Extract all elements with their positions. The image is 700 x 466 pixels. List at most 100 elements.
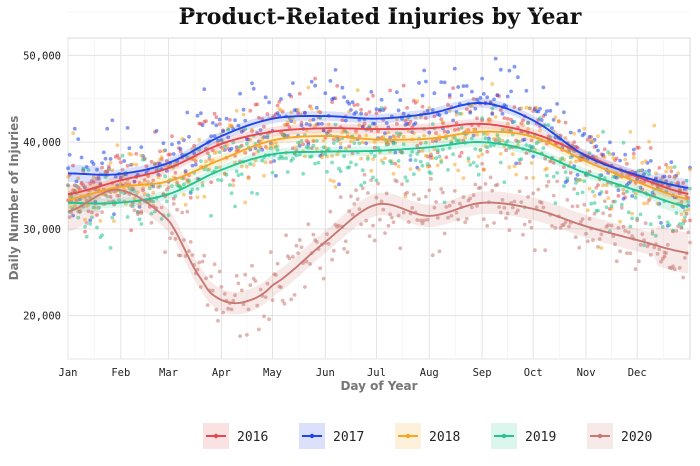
data-point-2017	[659, 221, 663, 225]
data-point-2019	[674, 211, 679, 215]
data-point-2017	[350, 100, 355, 104]
data-point-2016	[291, 146, 295, 151]
data-point-2019	[187, 178, 191, 183]
data-point-2017	[451, 118, 455, 123]
data-point-2017	[635, 177, 640, 182]
data-point-2020	[321, 276, 326, 281]
data-point-2018	[454, 113, 459, 117]
data-point-2016	[364, 112, 369, 116]
data-point-2020	[306, 222, 311, 227]
data-point-2020	[543, 248, 548, 253]
data-point-2016	[439, 117, 444, 121]
data-point-2017	[321, 128, 326, 133]
data-point-2019	[648, 222, 653, 227]
data-point-2019	[483, 136, 488, 141]
data-point-2020	[364, 218, 369, 223]
data-point-2020	[655, 251, 660, 256]
data-point-2018	[686, 207, 691, 212]
data-point-2016	[251, 152, 256, 157]
data-point-2020	[601, 211, 605, 216]
data-point-2018	[665, 165, 670, 170]
data-point-2017	[108, 157, 113, 161]
data-point-2017	[238, 91, 243, 96]
legend-label: 2017	[333, 430, 364, 445]
data-point-2019	[359, 183, 363, 188]
data-point-2018	[231, 183, 236, 188]
data-point-2019	[683, 215, 687, 220]
data-point-2017	[401, 111, 406, 116]
data-point-2017	[72, 126, 77, 131]
data-point-2018	[364, 133, 369, 138]
data-point-2020	[120, 167, 125, 172]
data-point-2020	[536, 187, 541, 192]
data-point-2016	[313, 76, 317, 81]
data-point-2020	[630, 234, 634, 239]
smooth-line-2020	[67, 188, 689, 305]
data-point-2020	[188, 240, 193, 244]
data-point-2018	[604, 183, 609, 188]
data-point-2020	[369, 178, 374, 183]
data-point-2018	[129, 152, 134, 157]
data-point-2020	[185, 209, 190, 214]
data-point-2020	[521, 232, 525, 237]
data-point-2020	[284, 233, 288, 238]
data-point-2019	[224, 172, 229, 177]
data-point-2019	[222, 144, 227, 149]
data-point-2019	[451, 152, 455, 157]
data-point-2019	[360, 168, 365, 173]
data-point-2020	[567, 224, 571, 229]
legend-key-point	[213, 433, 219, 439]
data-point-2018	[282, 123, 287, 127]
data-point-2018	[602, 155, 607, 159]
data-point-2018	[258, 139, 263, 144]
data-point-2020	[202, 253, 207, 258]
data-point-2017	[95, 167, 99, 172]
data-point-2019	[91, 205, 96, 210]
data-point-2020	[248, 283, 253, 287]
data-point-2019	[545, 173, 549, 178]
data-point-2018	[338, 141, 343, 146]
data-point-2020	[78, 209, 82, 214]
data-point-2016	[164, 159, 169, 164]
data-point-2019	[81, 166, 86, 171]
data-point-2018	[633, 192, 638, 196]
data-point-2017	[461, 84, 466, 88]
data-point-2019	[672, 165, 677, 169]
data-point-2019	[519, 157, 524, 162]
data-point-2020	[597, 237, 602, 241]
data-point-2016	[331, 137, 336, 142]
data-point-2019	[96, 205, 101, 210]
data-point-2018	[514, 172, 519, 177]
data-point-2019	[352, 141, 357, 146]
data-point-2016	[217, 122, 222, 126]
data-point-2020	[352, 202, 357, 206]
data-point-2019	[389, 161, 394, 166]
data-point-2020	[471, 193, 476, 198]
data-point-2020	[608, 213, 612, 218]
data-point-2019	[384, 142, 389, 147]
data-point-2018	[289, 110, 294, 114]
data-point-2018	[210, 158, 215, 163]
data-point-2017	[568, 130, 573, 135]
data-point-2019	[434, 156, 438, 161]
data-point-2017	[408, 158, 413, 162]
data-point-2018	[435, 163, 440, 168]
data-point-2017	[478, 96, 483, 100]
data-point-2017	[470, 89, 474, 94]
data-point-2017	[154, 129, 159, 133]
data-point-2017	[550, 126, 554, 130]
data-point-2017	[424, 79, 428, 84]
legend-item-2020: 2020	[587, 423, 652, 449]
data-point-2019	[173, 194, 178, 199]
data-point-2018	[505, 122, 510, 126]
data-point-2020	[221, 310, 226, 315]
data-point-2018	[464, 128, 469, 133]
data-point-2020	[282, 301, 287, 306]
data-point-2020	[130, 186, 135, 191]
data-point-2019	[512, 119, 517, 124]
data-point-2020	[510, 205, 515, 210]
data-point-2020	[664, 251, 668, 256]
data-point-2017	[274, 173, 278, 178]
data-point-2019	[95, 225, 99, 230]
data-point-2019	[596, 208, 600, 213]
